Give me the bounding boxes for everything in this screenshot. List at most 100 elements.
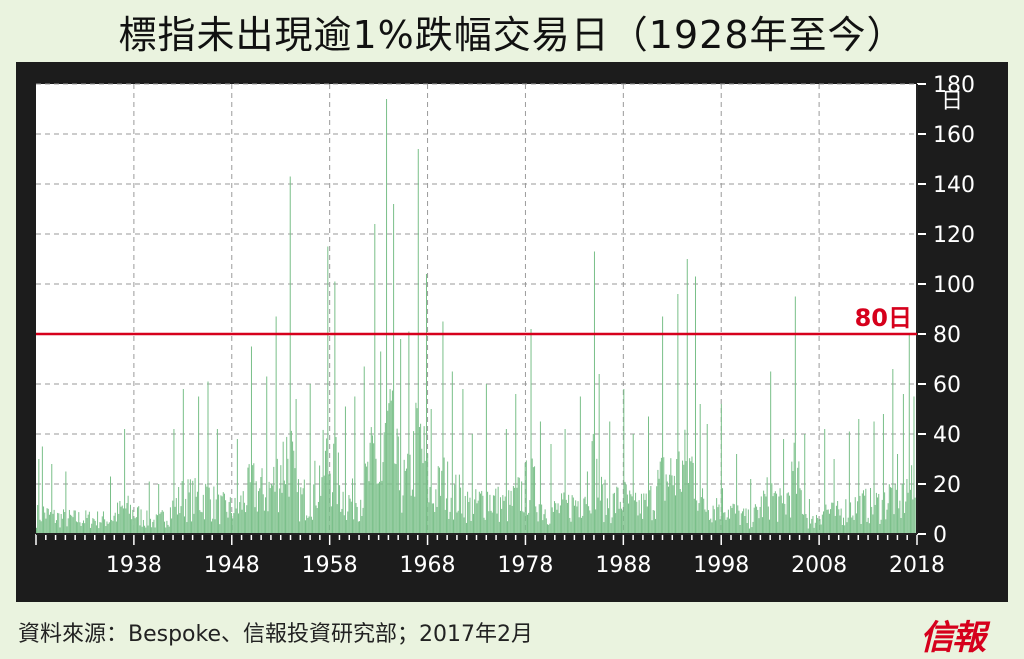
bar bbox=[794, 296, 796, 534]
bar bbox=[132, 509, 134, 534]
bar bbox=[465, 522, 467, 534]
bar bbox=[152, 521, 154, 534]
bar bbox=[361, 516, 363, 534]
bar bbox=[266, 376, 268, 534]
bar bbox=[831, 502, 833, 534]
bar bbox=[659, 461, 661, 534]
bar bbox=[852, 515, 854, 534]
bar bbox=[588, 506, 590, 534]
bar bbox=[515, 394, 517, 534]
bar bbox=[64, 511, 66, 534]
bar bbox=[907, 492, 909, 534]
bar bbox=[733, 504, 735, 534]
bar bbox=[718, 504, 720, 534]
bar bbox=[137, 507, 139, 534]
bar bbox=[300, 487, 302, 534]
bar bbox=[249, 482, 251, 534]
bar bbox=[114, 512, 116, 534]
bar bbox=[700, 497, 702, 534]
bar bbox=[827, 509, 829, 534]
bar bbox=[313, 484, 315, 534]
bar bbox=[658, 478, 660, 534]
bar bbox=[606, 498, 608, 534]
bar bbox=[463, 517, 465, 534]
bar bbox=[356, 506, 358, 534]
bar bbox=[411, 489, 413, 534]
bar bbox=[360, 499, 362, 534]
bar bbox=[597, 497, 599, 534]
bar bbox=[74, 510, 76, 534]
bar bbox=[839, 515, 841, 534]
bar bbox=[630, 494, 632, 534]
bar bbox=[880, 519, 882, 534]
bar bbox=[615, 513, 617, 534]
y-tick-label: 100 bbox=[933, 273, 975, 298]
bar bbox=[332, 492, 334, 534]
bar bbox=[248, 464, 250, 534]
bar bbox=[737, 505, 739, 534]
bar bbox=[105, 526, 107, 534]
bar bbox=[233, 513, 235, 534]
bar bbox=[302, 488, 304, 534]
x-tick-label: 1938 bbox=[106, 553, 162, 578]
bar bbox=[98, 528, 100, 534]
bar bbox=[409, 454, 411, 534]
bar bbox=[608, 508, 610, 534]
bar bbox=[112, 521, 114, 534]
bar bbox=[837, 501, 839, 534]
bar bbox=[104, 519, 106, 534]
bar bbox=[380, 351, 382, 534]
bar bbox=[285, 484, 287, 534]
bar bbox=[243, 502, 245, 534]
bar bbox=[441, 470, 443, 534]
bar bbox=[469, 497, 471, 534]
bar bbox=[786, 493, 788, 534]
bar bbox=[288, 496, 290, 534]
bar bbox=[108, 522, 110, 534]
bar bbox=[792, 471, 794, 534]
bar bbox=[633, 500, 635, 534]
bar bbox=[240, 495, 242, 534]
bar bbox=[619, 501, 621, 534]
bar bbox=[368, 481, 370, 534]
bar bbox=[222, 492, 224, 534]
bar bbox=[554, 501, 556, 534]
bar bbox=[218, 494, 220, 534]
bar bbox=[669, 474, 671, 534]
bar bbox=[377, 483, 379, 534]
bar bbox=[447, 461, 449, 534]
bar bbox=[422, 463, 424, 534]
bar bbox=[565, 499, 567, 534]
bar bbox=[771, 483, 773, 534]
bar bbox=[711, 522, 713, 534]
bar bbox=[312, 519, 314, 534]
bar bbox=[171, 518, 173, 534]
bar bbox=[141, 526, 143, 534]
bar bbox=[384, 422, 386, 534]
bar bbox=[611, 517, 613, 534]
bar bbox=[628, 503, 630, 534]
bar bbox=[585, 504, 587, 534]
bar bbox=[362, 507, 364, 534]
bar bbox=[292, 441, 294, 534]
bar bbox=[383, 432, 385, 534]
bar bbox=[54, 522, 56, 534]
bar bbox=[649, 490, 651, 534]
bar bbox=[541, 504, 543, 534]
bar bbox=[135, 517, 137, 534]
bar bbox=[369, 442, 371, 534]
bar bbox=[709, 519, 711, 534]
bar bbox=[723, 512, 725, 534]
bar bbox=[805, 513, 807, 534]
bar bbox=[851, 517, 853, 534]
bar bbox=[865, 488, 867, 534]
bar bbox=[128, 513, 130, 534]
bar bbox=[310, 516, 312, 534]
bar bbox=[269, 488, 271, 534]
bar bbox=[39, 519, 41, 534]
bar bbox=[665, 474, 667, 534]
bar bbox=[806, 517, 808, 534]
bar bbox=[491, 512, 493, 534]
bar bbox=[139, 525, 141, 534]
bar bbox=[485, 384, 487, 534]
